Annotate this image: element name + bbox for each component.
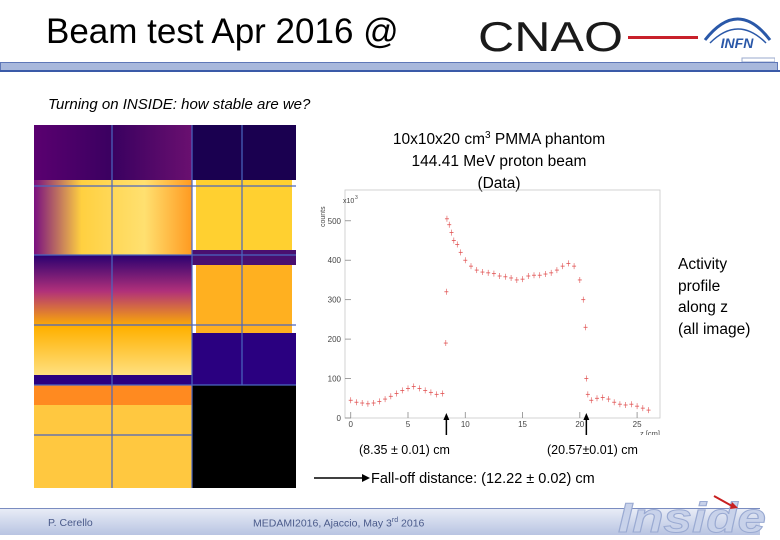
activity-note: Activity profile along z (all image) bbox=[678, 254, 750, 340]
slide-title: Beam test Apr 2016 @ bbox=[46, 12, 399, 51]
footer-conference: MEDAMI2016, Ajaccio, May 3rd 2016 bbox=[253, 517, 424, 530]
falloff-arrow-icon bbox=[314, 474, 370, 482]
infn-logo-text: INFN bbox=[721, 35, 755, 51]
activity-line-2: profile bbox=[678, 277, 721, 295]
footer-bar bbox=[0, 508, 760, 535]
x-tick-label: 20 bbox=[575, 420, 584, 429]
infn-logo: INFN bbox=[703, 17, 775, 62]
footer-conference-text: MEDAMI2016, Ajaccio, May 3 bbox=[253, 517, 392, 530]
x-tick-label: 0 bbox=[349, 420, 354, 429]
y-tick-label: 300 bbox=[328, 296, 342, 305]
y-tick-label: 100 bbox=[328, 375, 342, 384]
y-tick-label: 400 bbox=[328, 256, 342, 265]
inside-logo-text: Inside bbox=[618, 494, 766, 540]
activity-line-1: Activity bbox=[678, 256, 728, 273]
inside-logo: Inside bbox=[618, 494, 767, 540]
image-panel-bottom-right bbox=[192, 385, 296, 488]
y-tick-label: 500 bbox=[328, 217, 342, 226]
image-panel-right-bright-2 bbox=[196, 265, 292, 333]
x-tick-label: 15 bbox=[518, 420, 527, 429]
image-grid-lines bbox=[34, 125, 296, 488]
cnao-logo: CNAO bbox=[478, 14, 698, 58]
y-tick-label: 200 bbox=[328, 335, 342, 344]
cnao-logo-text: CNAO bbox=[478, 14, 623, 58]
image-panel-bottom-left-top bbox=[34, 385, 192, 405]
y-tick-label: 0 bbox=[337, 414, 342, 423]
phantom-size-exponent: 3 bbox=[485, 130, 491, 141]
image-panel-right-mid bbox=[192, 250, 296, 265]
footer-conference-sup: rd bbox=[391, 517, 399, 524]
y-multiplier-label: x10 bbox=[343, 198, 354, 205]
y-axis-label: counts bbox=[320, 206, 327, 227]
falloff-right-label: (20.57±0.01) cm bbox=[547, 443, 638, 457]
phantom-line-3: (Data) bbox=[477, 175, 521, 193]
phantom-size: 10x10x20 cm bbox=[392, 131, 486, 149]
phantom-line-1: 10x10x20 cm3 PMMA phantom bbox=[360, 125, 638, 151]
y-multiplier-exponent: 3 bbox=[355, 195, 358, 201]
x-tick-label: 25 bbox=[633, 420, 642, 429]
footer-conference-year: 2016 bbox=[398, 517, 425, 530]
header-divider bbox=[0, 70, 780, 72]
falloff-distance: Fall-off distance: (12.22 ± 0.02) cm bbox=[371, 471, 595, 487]
x-axis-label: z [cm] bbox=[640, 429, 660, 435]
falloff-left-label: (8.35 ± 0.01) cm bbox=[359, 443, 450, 457]
footer-author: P. Cerello bbox=[48, 517, 93, 529]
phantom-line-2: 144.41 MeV proton beam bbox=[411, 153, 587, 171]
phantom-material: PMMA phantom bbox=[490, 131, 606, 149]
x-tick-label: 10 bbox=[461, 420, 470, 429]
image-panel-bright-band bbox=[34, 180, 192, 255]
image-panel-mid-band bbox=[34, 255, 192, 375]
image-panel-right-top bbox=[192, 125, 296, 180]
slide-subtitle: Turning on INSIDE: how stable are we? bbox=[48, 96, 311, 113]
activity-line-3: along z bbox=[678, 299, 728, 316]
plot-frame bbox=[344, 189, 661, 419]
activity-profile-plot: 0 100 200 300 400 500 0 5 10 15 20 25z [cm] counts x1… bbox=[320, 189, 661, 435]
image-panel-top-band bbox=[34, 125, 192, 180]
image-panel-right-low bbox=[192, 333, 296, 385]
falloff-right-arrowhead bbox=[583, 413, 590, 420]
phantom-description: 10x10x20 cm3 PMMA phantom 144.41 MeV pro… bbox=[360, 125, 638, 195]
falloff-left-arrowhead bbox=[443, 413, 450, 420]
activity-line-4: (all image) bbox=[678, 320, 751, 338]
image-panel-right-bright-1 bbox=[196, 180, 292, 250]
activity-image-grid bbox=[34, 125, 296, 488]
x-tick-label: 5 bbox=[406, 420, 411, 429]
